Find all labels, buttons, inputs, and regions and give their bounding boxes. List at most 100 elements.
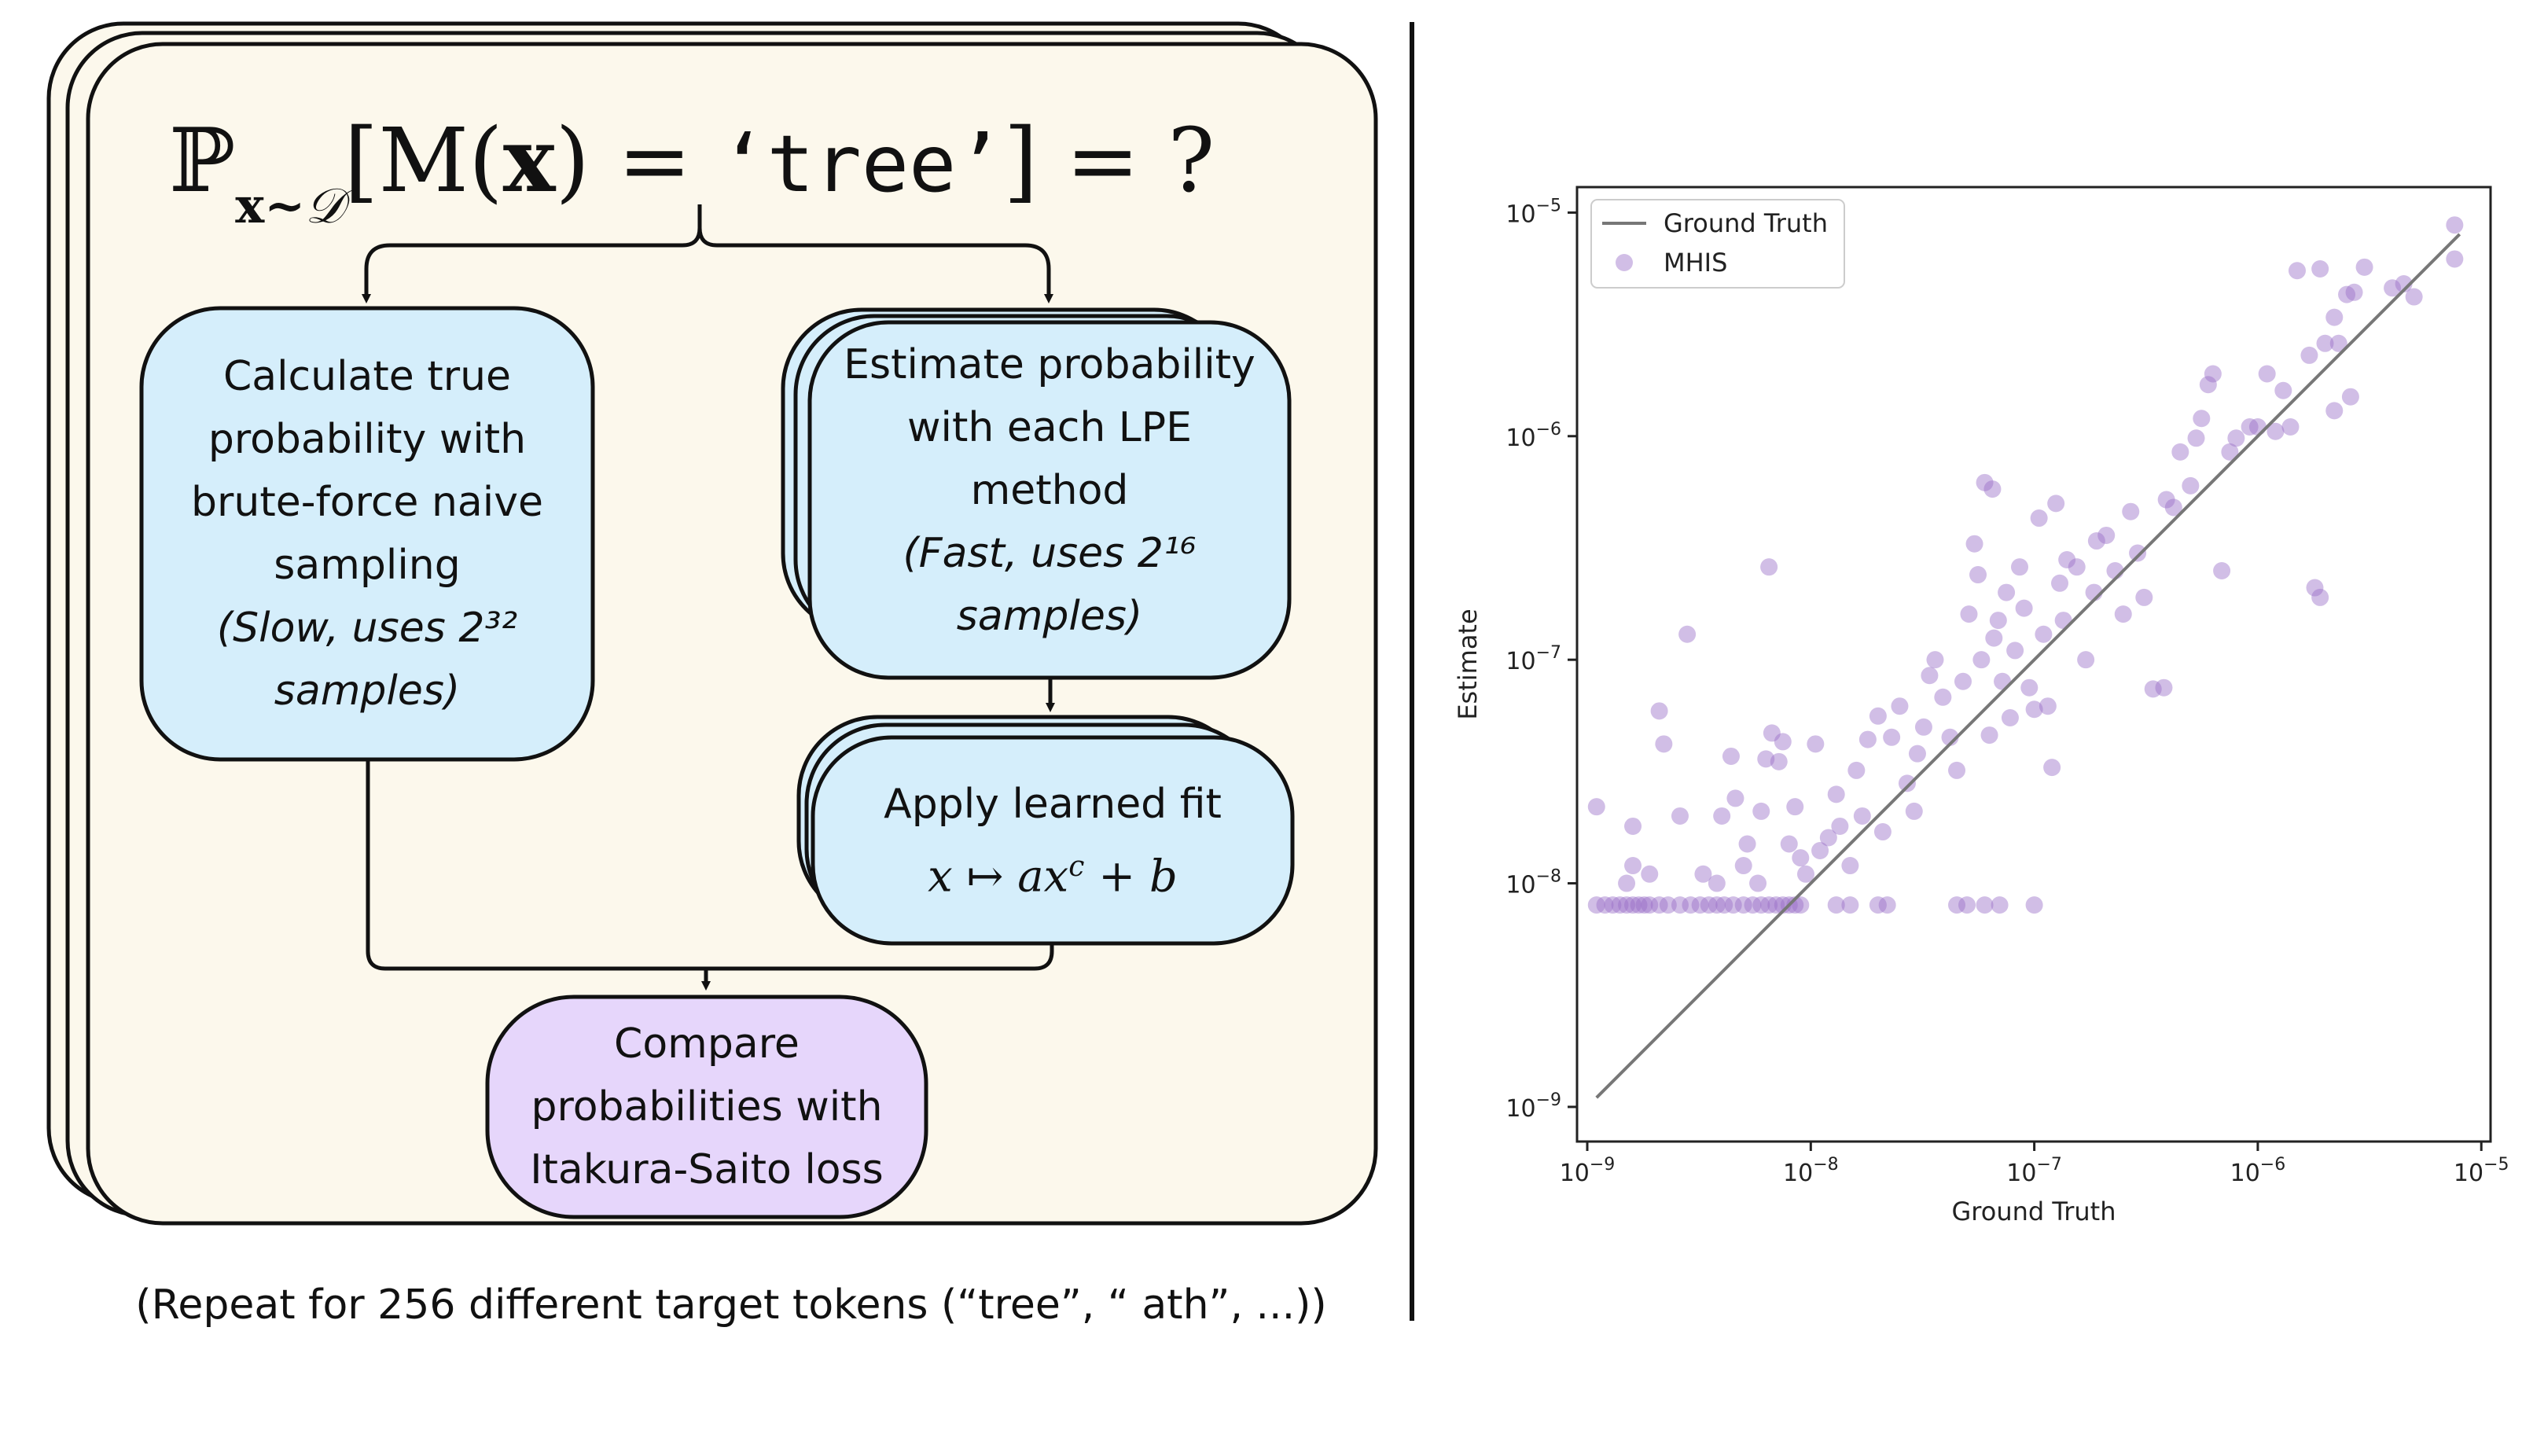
scatter-point bbox=[1948, 761, 1966, 779]
scatter-point bbox=[1671, 896, 1689, 914]
scatter-point bbox=[1954, 672, 1972, 690]
scatter-point bbox=[2015, 599, 2033, 617]
scatter-point bbox=[1811, 842, 1829, 860]
scatter-point bbox=[2058, 551, 2076, 569]
scatter-point bbox=[1708, 896, 1726, 914]
scatter-point bbox=[1786, 798, 1804, 816]
scatter-point bbox=[1760, 558, 1778, 576]
scatter-point bbox=[1650, 896, 1668, 914]
scatter-point bbox=[2135, 588, 2153, 606]
y-tick-base: 10 bbox=[1505, 648, 1535, 675]
y-tick-label: 10−5 bbox=[1505, 196, 1561, 228]
scatter-point bbox=[2077, 651, 2095, 669]
scatter-point bbox=[2155, 678, 2173, 697]
scatter-point bbox=[1734, 857, 1752, 875]
scatter-point bbox=[1713, 807, 1731, 825]
scatter-point bbox=[2446, 216, 2464, 234]
scatter-point bbox=[1618, 874, 1636, 892]
true-prob-box-text: Calculate true probability with brute-fo… bbox=[142, 308, 593, 759]
scatter-point bbox=[1921, 667, 1939, 685]
scatter-point bbox=[1985, 629, 2003, 647]
scatter-point bbox=[1796, 865, 1814, 883]
scatter-point bbox=[1596, 896, 1614, 914]
scatter-point bbox=[2281, 418, 2300, 436]
ground-truth-line-group bbox=[1595, 233, 2461, 1099]
scatter-point bbox=[1641, 896, 1659, 914]
scatter-point bbox=[1891, 697, 1909, 715]
estimate-note-prefix: (Fast, uses 2 bbox=[903, 530, 1164, 577]
scatter-point bbox=[2114, 605, 2132, 623]
true-prob-note-exp: ³² bbox=[484, 605, 518, 652]
x-tick-label: 10−6 bbox=[2230, 1155, 2286, 1187]
scatter-point bbox=[1587, 896, 1605, 914]
x-tick-label: 10−9 bbox=[1560, 1155, 1616, 1187]
scatter-point bbox=[2043, 759, 2061, 777]
formula-model: M bbox=[378, 110, 469, 212]
scatter-point bbox=[2199, 376, 2217, 394]
scatter-point bbox=[1760, 896, 1778, 914]
y-tick-base: 10 bbox=[1505, 872, 1535, 899]
scatter-point bbox=[1948, 896, 1966, 914]
scatter-point bbox=[1841, 896, 1859, 914]
scatter-point bbox=[1624, 817, 1642, 835]
scatter-point bbox=[2405, 288, 2423, 306]
fit-formula-ax: ax bbox=[1017, 851, 1069, 903]
scatter-point bbox=[2144, 680, 2162, 698]
scatter-point bbox=[2384, 279, 2402, 297]
scatter-point bbox=[2122, 502, 2140, 520]
scatter-point bbox=[1624, 896, 1642, 914]
x-tick-base: 10 bbox=[2454, 1160, 2483, 1187]
y-tick-exponent: −6 bbox=[1536, 420, 1561, 439]
formula-lparen: ( bbox=[469, 110, 503, 212]
scatter-point bbox=[1780, 835, 1798, 853]
estimate-note: (Fast, uses 2¹⁶ bbox=[903, 522, 1196, 585]
scatter-point bbox=[2097, 526, 2116, 544]
scatter-point bbox=[1641, 865, 1659, 883]
scatter-point bbox=[1792, 849, 1810, 867]
scatter-point bbox=[1926, 651, 1944, 669]
scatter-point bbox=[1980, 726, 1998, 745]
scatter-point bbox=[2306, 579, 2324, 597]
flow-diagram bbox=[46, 21, 1414, 1321]
scatter-point bbox=[2193, 410, 2211, 428]
scatter-point bbox=[1883, 728, 1901, 746]
x-tick-exponent: −9 bbox=[1590, 1155, 1615, 1175]
scatter-point bbox=[1991, 896, 2009, 914]
scatter-point bbox=[2395, 275, 2413, 293]
x-tick-exponent: −5 bbox=[2483, 1155, 2509, 1175]
plot-area bbox=[1575, 186, 2492, 1143]
scatter-point bbox=[2129, 544, 2147, 562]
scatter-point bbox=[1998, 583, 2016, 601]
legend-label-mhis: MHIS bbox=[1664, 248, 1727, 278]
scatter-point bbox=[1989, 612, 2007, 630]
x-tick-label: 10−5 bbox=[2454, 1155, 2509, 1187]
scatter-point bbox=[1869, 896, 1887, 914]
scatter-point bbox=[1734, 896, 1752, 914]
ground-truth-line bbox=[1595, 233, 2461, 1099]
scatter-point bbox=[1819, 829, 1837, 847]
estimate-line-3: method bbox=[970, 467, 1129, 514]
formula-subscript-sim: ~ bbox=[264, 177, 306, 234]
y-tick-exponent: −7 bbox=[1536, 643, 1561, 663]
probability-formula: ℙx~𝒟[M(x) = ‘tree’] = ? bbox=[169, 94, 1270, 234]
scatter-point bbox=[1738, 835, 1756, 853]
fit-box-text: Apply learned fit x ↦ axc + b bbox=[813, 737, 1292, 943]
legend-marker-swatch bbox=[1616, 254, 1633, 271]
legend-box bbox=[1590, 199, 1845, 289]
scatter-point bbox=[2274, 381, 2292, 399]
scatter-point bbox=[1774, 896, 1792, 914]
scatter-point bbox=[2316, 334, 2334, 352]
scatter-point bbox=[1853, 807, 1871, 825]
scatter-point bbox=[1700, 896, 1718, 914]
scatter-point bbox=[1752, 896, 1770, 914]
true-prob-note: (Slow, uses 2³² bbox=[217, 597, 517, 660]
scatter-point bbox=[1694, 865, 1712, 883]
estimate-line-2: with each LPE bbox=[907, 404, 1192, 451]
scatter-point bbox=[1655, 735, 1673, 753]
scatter-point bbox=[2288, 262, 2306, 280]
y-tick-exponent: −9 bbox=[1536, 1090, 1561, 1110]
scatter-point bbox=[2325, 308, 2344, 326]
scatter-point bbox=[1847, 761, 1866, 779]
merge-connector bbox=[366, 759, 1054, 971]
